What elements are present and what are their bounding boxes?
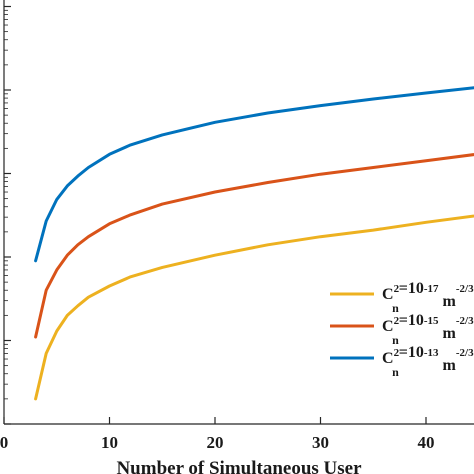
x-tick-label: 30 [312,433,329,452]
series-line-2 [34,153,474,339]
legend-label-2: C2 n=10-15 m-2/3 [382,312,474,347]
legend-label-3: C2 n=10-13 m-2/3 [382,344,474,379]
axes: 0 10 20 30 40 [0,0,474,452]
x-tick-label: 20 [207,433,224,452]
series-line-1 [34,214,474,401]
legend: C2 n=10-17 m-2/3C2 n=10-15 m-2/3C2 n=10-13 … [330,280,474,379]
x-tick-label: 40 [418,433,435,452]
series-lines [34,86,474,401]
legend-label-1: C2 n=10-17 m-2/3 [382,280,474,315]
x-axis-title: Number of Simultaneous User [116,458,362,474]
series-line-3 [34,86,474,263]
x-tick-label: 0 [0,433,8,452]
x-tick-label: 10 [101,433,118,452]
